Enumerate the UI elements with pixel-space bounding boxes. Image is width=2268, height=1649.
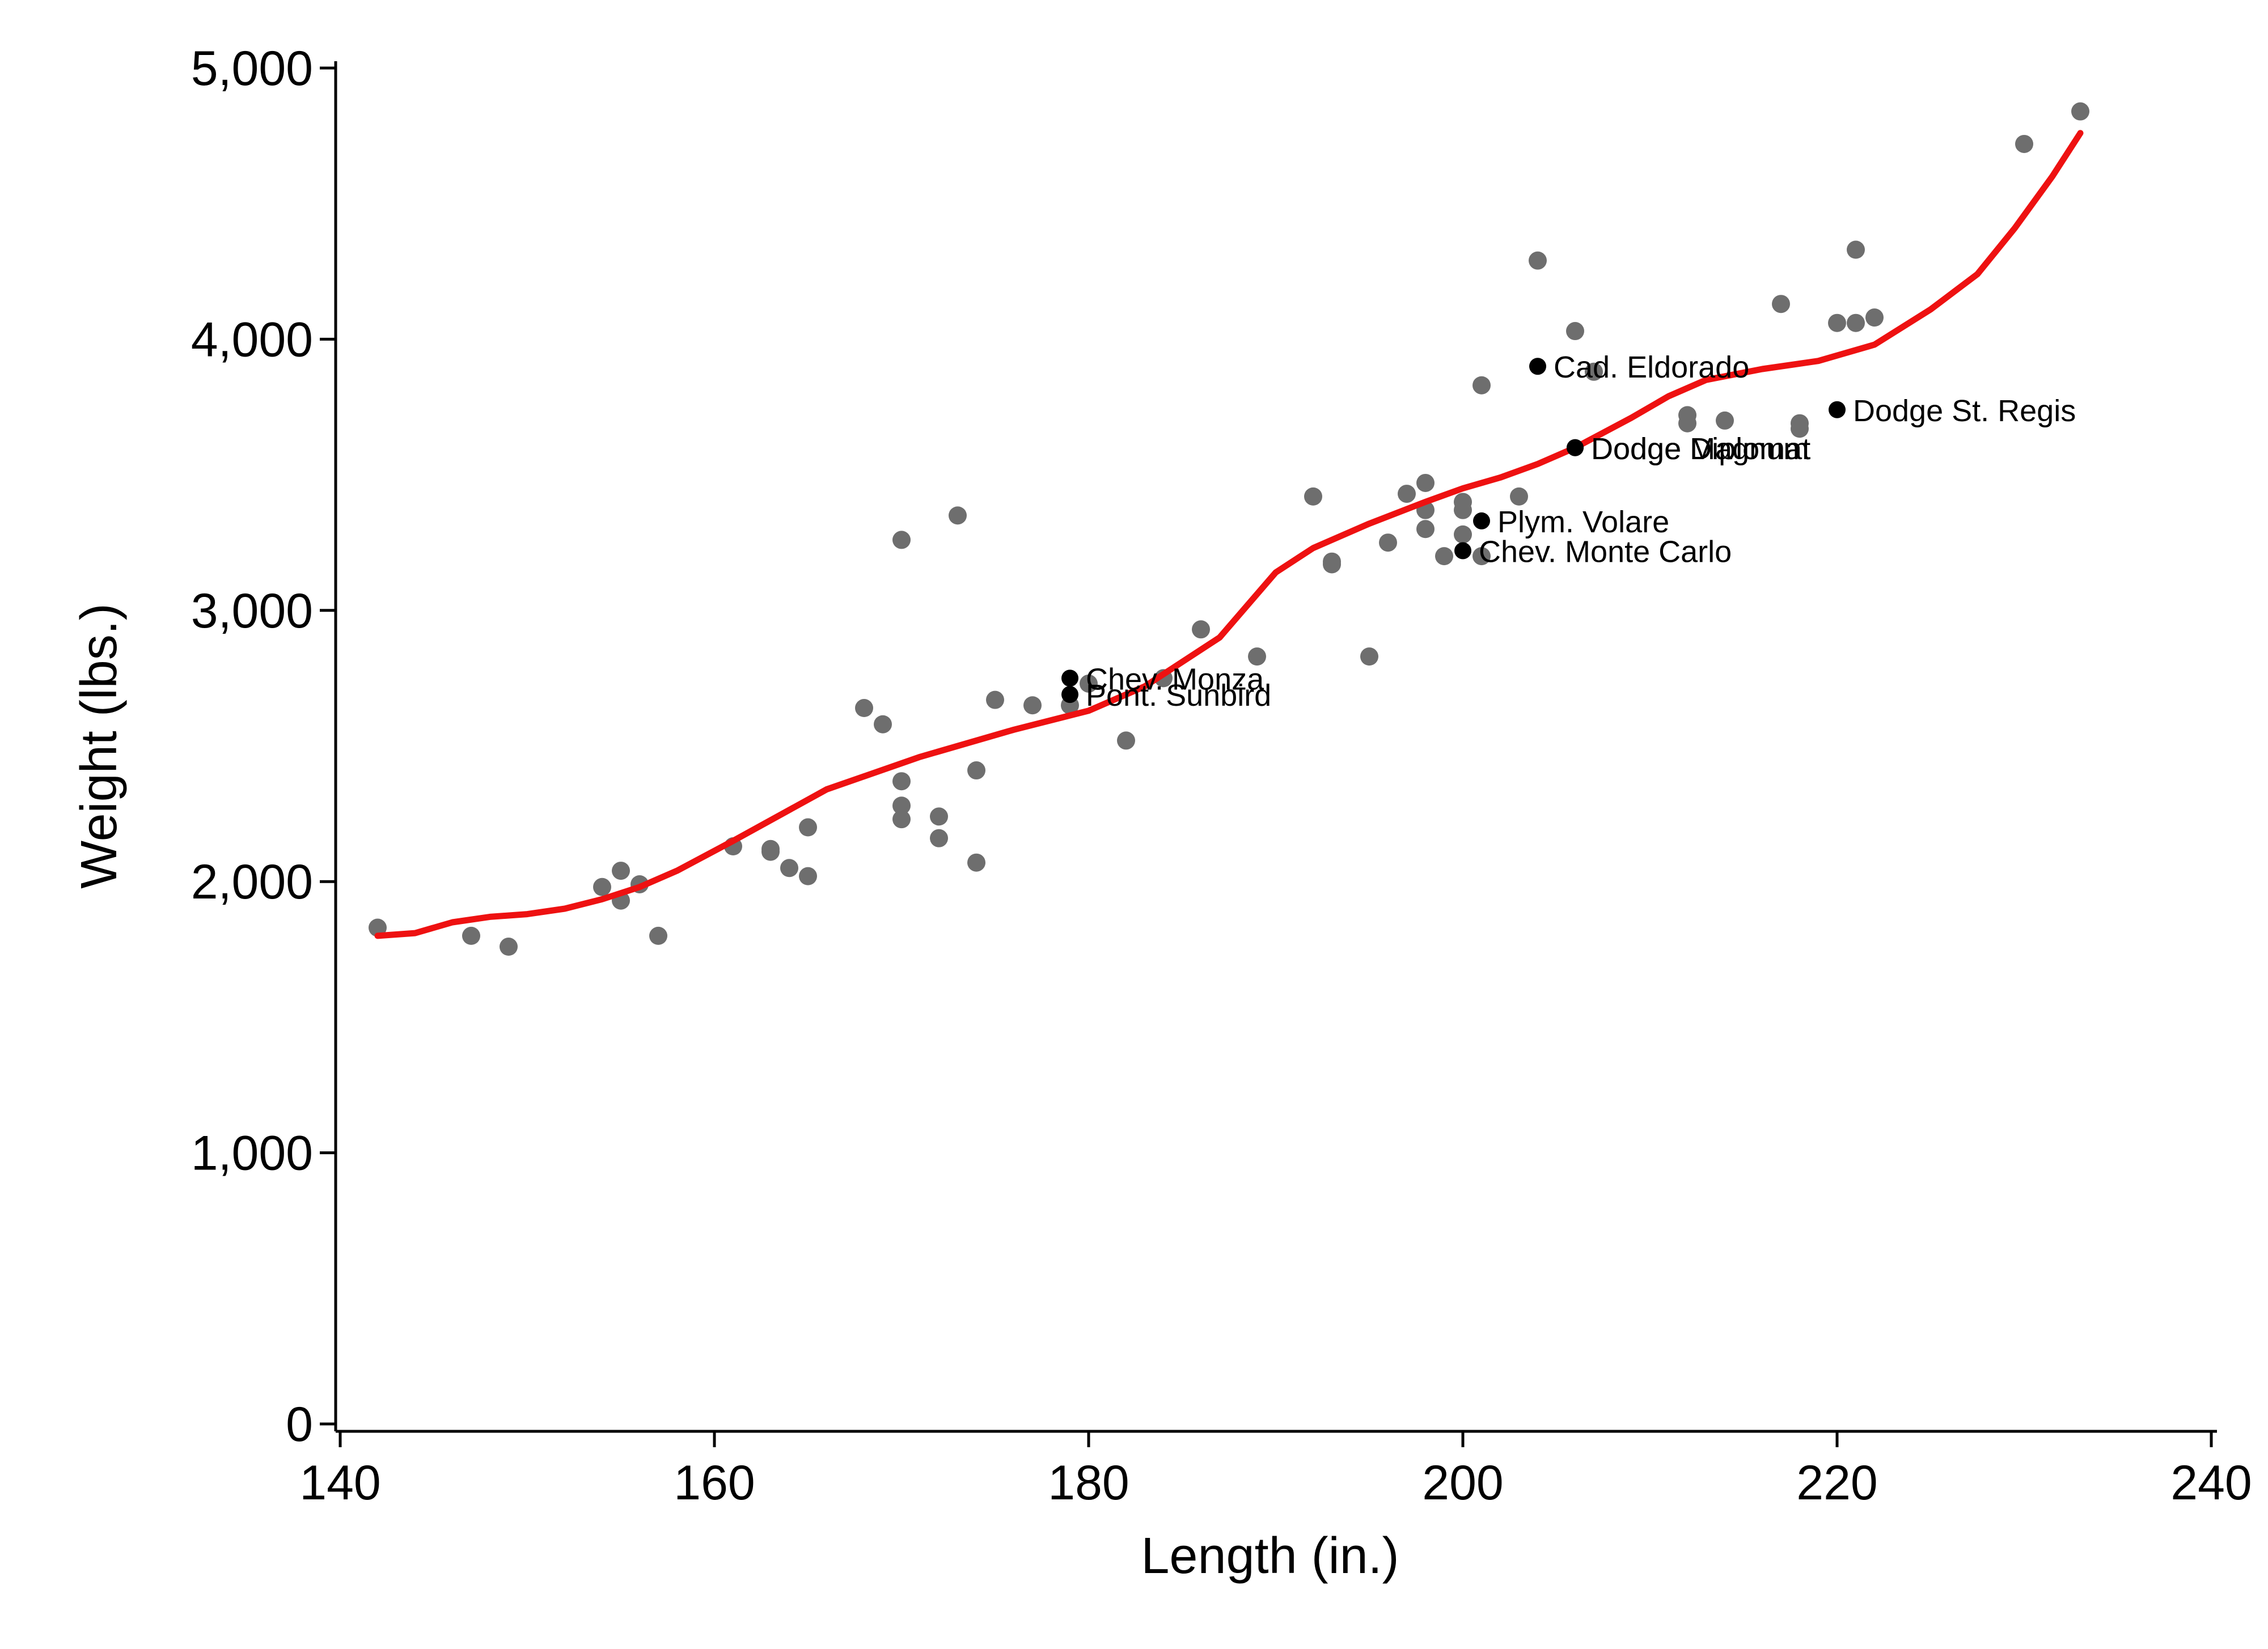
data-point [612,862,630,880]
data-point [1435,547,1453,566]
data-point [1828,313,1846,332]
data-point [1248,647,1266,666]
x-tick-label: 180 [1048,1456,1129,1510]
data-point [799,867,817,885]
data-point [892,796,911,815]
data-point [1791,414,1809,433]
data-point [949,506,967,525]
y-tick-label: 4,000 [191,312,313,367]
y-axis-ticks: 0 1,000 2,000 3,000 4,000 5,000 [191,41,336,1452]
y-tick-label: 2,000 [191,855,313,909]
data-point [1678,406,1696,425]
y-tick-label: 3,000 [191,584,313,638]
data-point [1585,362,1603,381]
point-label: Cad. Eldorado [1554,350,1749,384]
x-tick-label: 220 [1796,1456,1878,1510]
data-point [874,715,892,734]
data-point [892,810,911,829]
data-point [967,761,985,780]
labeled-point [1061,669,1078,687]
data-point [1772,295,1790,313]
data-point [1566,322,1584,341]
data-point [892,772,911,791]
data-point [462,926,480,945]
x-axis-ticks: 140 160 180 200 220 240 [299,1431,2252,1510]
data-point [1847,240,1865,259]
data-point [1416,473,1435,492]
data-point [2015,134,2033,153]
labeled-point [1454,542,1471,559]
data-point [1304,487,1322,506]
x-axis-title: Length (in.) [1141,1528,1399,1584]
x-tick-label: 160 [674,1456,755,1510]
labeled-point [1567,439,1584,456]
data-point [1454,493,1472,511]
point-label: Pont. Sunbird [1086,679,1271,713]
data-point [930,829,948,847]
data-point [1398,485,1416,503]
data-point [799,818,817,837]
data-point [500,938,518,956]
point-label: Dodge Magnum [1591,432,1809,466]
point-label: Dodge Diplomat [1591,432,1810,466]
point-label: Plym. Volare [1497,505,1669,539]
labeled-point [1473,512,1490,529]
data-point [593,878,611,896]
axes [334,61,2217,1433]
data-point [1472,376,1491,395]
point-label: Chev. Monza [1086,662,1264,696]
labeled-point [1061,686,1078,703]
data-point [1716,411,1734,430]
data-point [1472,547,1491,566]
data-point [1847,313,1865,332]
y-tick-label: 0 [286,1397,313,1452]
data-point [1323,552,1341,571]
data-point [1454,525,1472,544]
x-tick-label: 140 [299,1456,381,1510]
x-tick-label: 240 [2170,1456,2252,1510]
y-axis-title: Weight (lbs.) [71,603,128,888]
data-point [780,859,798,878]
data-point [967,853,985,872]
data-point [1360,647,1378,666]
data-point [855,699,873,718]
point-label: Dodge St. Regis [1853,394,2076,428]
data-point [1416,520,1435,539]
data-point [930,807,948,826]
data-point [2071,102,2089,121]
x-tick-label: 200 [1422,1456,1504,1510]
data-point [1080,674,1098,693]
labeled-point [1529,358,1546,375]
data-point [892,531,911,549]
data-point [986,690,1004,709]
data-point [1865,308,1884,327]
y-tick-label: 5,000 [191,41,313,96]
data-point [1117,731,1135,750]
data-point [1023,696,1042,715]
fit-line [374,130,2084,939]
data-points [369,102,2089,956]
labeled-point [1829,401,1846,418]
data-point [1529,251,1547,270]
y-tick-label: 1,000 [191,1126,313,1181]
data-point [1192,620,1210,639]
data-point [1510,487,1528,506]
data-point [761,840,780,858]
data-point [1379,533,1397,552]
data-point [369,918,387,937]
point-label: Chev. Monte Carlo [1479,535,1732,569]
data-point [649,926,667,945]
